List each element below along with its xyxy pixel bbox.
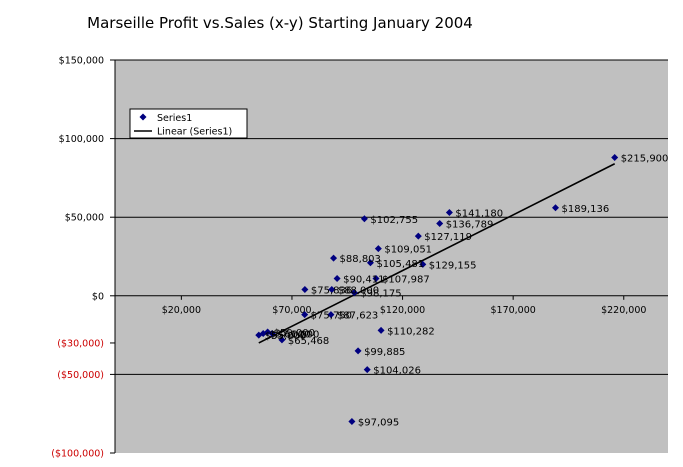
data-label: $102,755 [370, 215, 418, 226]
y-tick-label: ($50,000) [57, 370, 104, 381]
legend-box [129, 108, 248, 139]
data-point [377, 326, 385, 334]
data-label: $110,282 [387, 326, 435, 337]
data-point [374, 245, 382, 253]
data-point [363, 366, 371, 374]
data-point [348, 418, 356, 426]
x-tick-label: $120,000 [380, 305, 425, 316]
data-label: $98,175 [360, 289, 401, 300]
data-point [268, 330, 276, 338]
data-label: $75,750 [311, 311, 352, 322]
data-label: $136,789 [446, 219, 494, 230]
data-points [255, 153, 619, 426]
data-label: $127,119 [424, 232, 472, 243]
x-tick-label: $220,000 [601, 305, 646, 316]
data-point [333, 275, 341, 283]
data-point [301, 286, 309, 294]
data-point [330, 254, 338, 262]
x-tick-label: $20,000 [162, 305, 201, 316]
data-point [611, 153, 619, 161]
data-point [436, 219, 444, 227]
data-point [327, 311, 335, 319]
data-point [419, 260, 427, 268]
y-tick-label: $150,000 [59, 56, 104, 67]
data-point [360, 215, 368, 223]
y-tick-label: $0 [92, 291, 104, 302]
data-label: $88,803 [340, 254, 381, 265]
data-label: $105,481 [376, 259, 424, 270]
data-label: $129,155 [429, 260, 477, 271]
data-label: $57,000 [269, 330, 310, 341]
trendline [258, 163, 616, 344]
data-label: $65,468 [288, 336, 329, 347]
y-tick-label: $50,000 [65, 213, 104, 224]
data-point [366, 259, 374, 267]
data-label: $141,180 [455, 208, 503, 219]
y-tick-label: ($30,000) [57, 338, 104, 349]
data-point [354, 347, 362, 355]
data-point [278, 336, 286, 344]
data-label: $59,000 [274, 328, 315, 339]
axes [110, 59, 668, 454]
data-label: $189,136 [561, 204, 609, 215]
x-tick-label: $170,000 [490, 305, 535, 316]
data-label: $99,885 [364, 347, 405, 358]
data-label: $55,000 [265, 331, 306, 342]
legend-entry-linear: Linear (Series1) [157, 127, 232, 138]
data-point [445, 208, 453, 216]
data-point [414, 232, 422, 240]
y-tick-label: ($100,000) [51, 449, 104, 460]
data-point [551, 204, 559, 212]
data-label: $107,987 [382, 275, 430, 286]
data-point [372, 275, 380, 283]
data-label: $75,836 [311, 286, 352, 297]
data-point [328, 286, 336, 294]
legend-marker [139, 113, 147, 121]
data-point [350, 289, 358, 297]
data-label: $97,095 [358, 418, 399, 429]
data-label: $90,411 [343, 275, 384, 286]
trendline-group [258, 163, 616, 344]
x-tick-label: $70,000 [272, 305, 311, 316]
legend: Series1 Linear (Series1) [129, 108, 248, 139]
data-label: $61,000 [278, 330, 319, 341]
y-tick-label: $100,000 [59, 134, 104, 145]
data-label: $87,623 [337, 311, 378, 322]
data-label: $109,051 [384, 245, 432, 256]
data-point [301, 311, 309, 319]
data-label: $215,900 [621, 153, 669, 164]
data-label: $88,000 [338, 286, 379, 297]
data-point [259, 330, 267, 338]
tick-labels: $150,000 $100,000 $50,000 $0 ($30,000) ($50,0… [51, 56, 646, 460]
data-label: $104,026 [373, 366, 421, 377]
data-labels: $215,900 $189,136 $141,180$136,789 $127,119… [265, 153, 669, 428]
gridlines [115, 59, 668, 375]
chart-title: Marseille Profit vs.Sales (x-y) Starting… [87, 14, 473, 32]
legend-entry-series1: Series1 [157, 113, 192, 124]
